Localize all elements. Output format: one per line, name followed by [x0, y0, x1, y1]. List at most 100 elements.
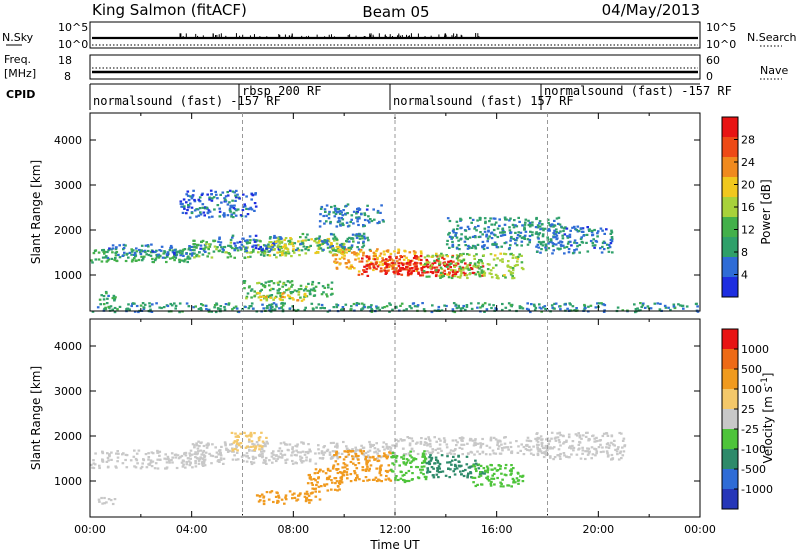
velocity-colorbar-label: Velocity [m s-1] [760, 373, 775, 464]
heatmap-cell [233, 440, 237, 443]
heatmap-cell [501, 302, 504, 306]
heatmap-cell [639, 309, 642, 312]
heatmap-cell [425, 475, 428, 479]
heatmap-cell [193, 209, 197, 212]
heatmap-cell [335, 225, 339, 228]
heatmap-cell [133, 257, 136, 260]
heatmap-cell [228, 207, 232, 210]
heatmap-cell [476, 243, 480, 246]
heatmap-cell [527, 223, 531, 227]
heatmap-cell [202, 444, 206, 448]
heatmap-cell [383, 253, 386, 256]
colorbar-segment [722, 429, 738, 450]
heatmap-cell [593, 246, 596, 249]
heatmap-cell [339, 244, 342, 247]
colorbar-segment [722, 257, 738, 278]
heatmap-cell [458, 265, 462, 268]
heatmap-cell [573, 225, 576, 228]
heatmap-cell [169, 257, 172, 260]
heatmap-cell [470, 246, 474, 249]
heatmap-cell [539, 251, 542, 254]
heatmap-cell [130, 260, 134, 263]
heatmap-cell [470, 451, 474, 454]
heatmap-cell [472, 254, 476, 258]
heatmap-cell [449, 468, 452, 471]
heatmap-cell [449, 452, 453, 455]
heatmap-cell [443, 269, 446, 272]
heatmap-cell [411, 439, 415, 443]
heatmap-cell [247, 286, 251, 289]
heatmap-cell [247, 208, 251, 211]
heatmap-cell [464, 272, 467, 275]
heatmap-cell [455, 307, 459, 310]
heatmap-cell [363, 218, 367, 222]
heatmap-cell [420, 437, 423, 440]
heatmap-cell [399, 261, 402, 264]
heatmap-cell [234, 194, 237, 197]
heatmap-cell [577, 432, 580, 435]
heatmap-cell [223, 213, 226, 216]
heatmap-cell [663, 304, 667, 307]
heatmap-cell [335, 211, 339, 214]
heatmap-cell [253, 240, 257, 243]
heatmap-cell [334, 258, 338, 261]
heatmap-cell [333, 488, 337, 491]
heatmap-cell [437, 269, 440, 272]
heatmap-cell [189, 202, 192, 205]
heatmap-cell [208, 452, 211, 455]
heatmap-cell [284, 461, 288, 464]
heatmap-cell [201, 253, 205, 256]
heatmap-cell [375, 249, 378, 253]
heatmap-cell [249, 289, 253, 292]
heatmap-cell [685, 305, 689, 308]
heatmap-cell [341, 250, 345, 254]
heatmap-cell [260, 493, 264, 496]
colorbar-tick-label: 500 [741, 363, 762, 376]
heatmap-cell [530, 223, 533, 226]
heatmap-cell [504, 306, 508, 309]
heatmap-cell [199, 213, 203, 216]
heatmap-cell [218, 460, 221, 463]
heatmap-cell [451, 244, 454, 247]
heatmap-cell [176, 454, 180, 457]
heatmap-cell [623, 445, 626, 448]
heatmap-cell [139, 252, 143, 256]
heatmap-cell [421, 302, 424, 305]
heatmap-cell [317, 247, 321, 250]
heatmap-cell [179, 259, 183, 262]
heatmap-cell [400, 439, 404, 442]
heatmap-cell [509, 441, 512, 444]
heatmap-cell [327, 286, 330, 289]
heatmap-cell [589, 304, 593, 307]
heatmap-cell [329, 441, 333, 445]
heatmap-cell [478, 267, 481, 270]
heatmap-cell [336, 463, 340, 466]
heatmap-cell [512, 479, 516, 482]
y-tick-label: 1000 [54, 475, 82, 488]
heatmap-cell [275, 256, 278, 259]
heatmap-cell [243, 281, 246, 284]
heatmap-cell [462, 474, 466, 478]
heatmap-cell [388, 445, 391, 449]
heatmap-cell [361, 237, 364, 240]
heatmap-cell [396, 273, 400, 276]
heatmap-cell [484, 220, 487, 223]
heatmap-cell [338, 263, 342, 266]
heatmap-cell [528, 445, 531, 448]
heatmap-cell [481, 262, 484, 265]
heatmap-cell [368, 449, 372, 452]
heatmap-cell [527, 308, 530, 311]
heatmap-cell [479, 444, 483, 447]
heatmap-cell [112, 294, 116, 297]
heatmap-cell [264, 244, 267, 247]
heatmap-cell [299, 242, 303, 245]
heatmap-cell [257, 296, 261, 299]
heatmap-cell [384, 478, 388, 481]
heatmap-cell [266, 294, 269, 297]
heatmap-cell [407, 273, 410, 276]
heatmap-cell [486, 475, 490, 478]
heatmap-cell [245, 242, 249, 245]
heatmap-cell [351, 450, 355, 453]
heatmap-cell [276, 281, 280, 284]
